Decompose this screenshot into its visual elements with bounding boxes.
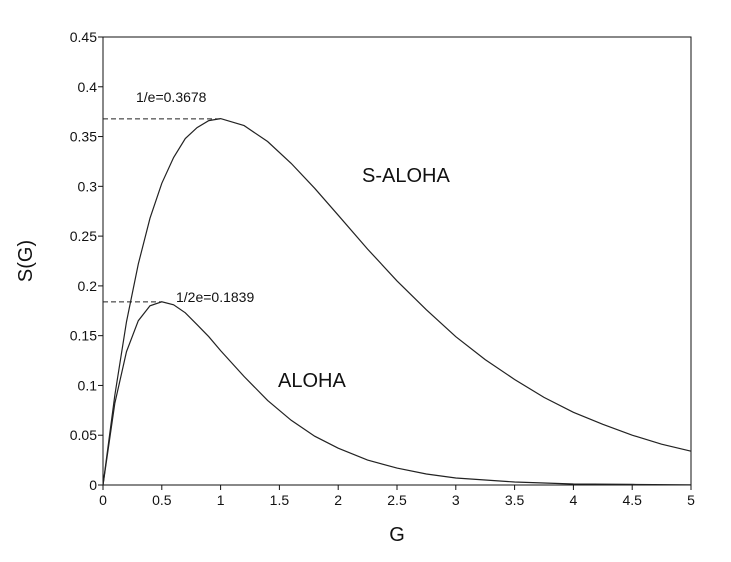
x-tick-label: 5 (687, 492, 695, 508)
y-axis-title: S(G) (15, 240, 37, 282)
y-tick-label: 0.4 (78, 79, 98, 95)
series-layer (102, 117, 692, 486)
x-axis-title: G (389, 524, 405, 546)
x-tick-label: 1 (217, 492, 225, 508)
y-tick-label: 0.05 (70, 427, 97, 443)
x-tick-label: 1.5 (270, 492, 290, 508)
x-tick-label: 0.5 (152, 492, 172, 508)
x-tick-label: 0 (99, 492, 107, 508)
y-tick-label: 0.1 (78, 377, 98, 393)
y-tick-label: 0.35 (70, 129, 97, 145)
y-tick-label: 0.45 (70, 29, 97, 45)
y-tick-label: 0.2 (78, 278, 98, 294)
y-tick-label: 0.15 (70, 328, 97, 344)
y-tick-label: 0.3 (78, 178, 98, 194)
series-line-aloha (102, 301, 692, 486)
x-tick-label: 2 (334, 492, 342, 508)
x-tick-label: 3.5 (505, 492, 525, 508)
x-tick-label: 4 (570, 492, 578, 508)
x-axis-ticks: 0 0.5 1 1.5 2 2.5 3 3.5 4 4.5 5 (99, 485, 695, 508)
y-tick-label: 0.25 (70, 228, 97, 244)
y-axis-ticks: 0 0.05 0.1 0.15 0.2 0.25 0.3 0.35 0.4 0.45 (70, 29, 103, 493)
series-line-s-aloha (102, 117, 692, 486)
series-label-aloha: ALOHA (278, 370, 346, 392)
annotation-layer (103, 118, 221, 303)
annotation-peak-s-aloha: 1/e=0.3678 (136, 89, 207, 105)
annotation-peak-aloha: 1/2e=0.1839 (176, 289, 254, 305)
y-tick-label: 0 (89, 477, 97, 493)
x-tick-label: 4.5 (622, 492, 642, 508)
series-label-s-aloha: S-ALOHA (362, 165, 450, 187)
x-tick-label: 3 (452, 492, 460, 508)
x-tick-label: 2.5 (387, 492, 407, 508)
